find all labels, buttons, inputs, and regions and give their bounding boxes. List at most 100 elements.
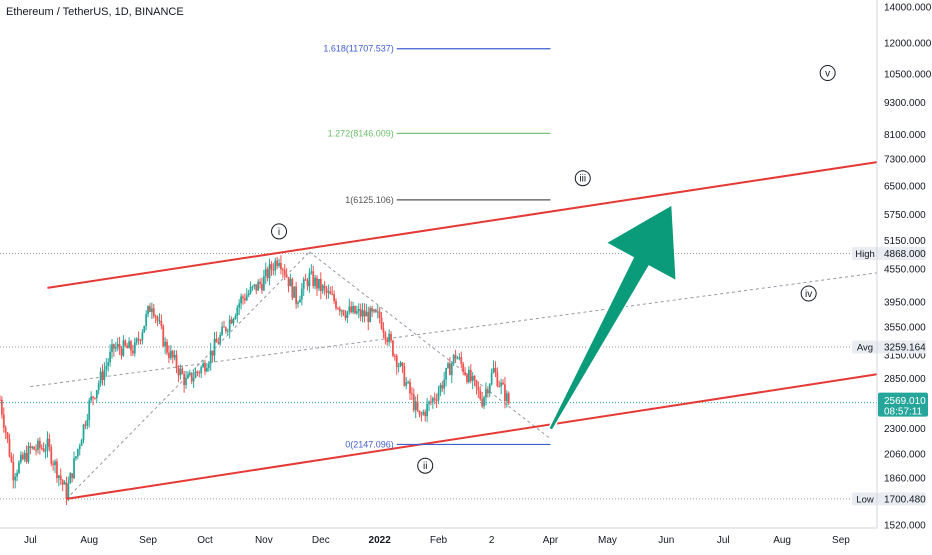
candle-body	[61, 480, 64, 485]
candle-body	[107, 362, 110, 366]
candle-body	[99, 371, 102, 384]
fib-label: 1(6125.106)	[345, 195, 394, 205]
wave-label-circle	[271, 223, 288, 240]
candle-body	[147, 306, 149, 314]
candle-body	[92, 396, 94, 398]
candle-body	[126, 345, 129, 349]
candle-body	[160, 320, 163, 327]
candle-body	[63, 482, 66, 485]
candle-body	[145, 313, 148, 326]
candle-body	[384, 332, 387, 340]
candle-body	[293, 286, 296, 298]
fib-label: 0(2147.096)	[345, 439, 394, 449]
candle-body	[192, 377, 195, 382]
candle-body	[158, 320, 161, 322]
candle-body	[466, 374, 468, 383]
candle-body	[59, 475, 62, 481]
candle-body	[76, 449, 79, 457]
candle-body	[238, 303, 241, 308]
candle-body	[183, 373, 186, 386]
candle-body	[230, 319, 233, 324]
candle-body	[329, 291, 332, 295]
level-tag-bg	[852, 246, 878, 260]
candle-body	[88, 400, 91, 420]
candle-body	[363, 310, 366, 317]
candle-body	[312, 271, 315, 287]
candle-body	[6, 432, 9, 440]
candle-body	[433, 398, 436, 400]
candle-body	[16, 472, 18, 477]
candle-body	[261, 283, 263, 291]
y-tick-label: 6500.000	[884, 181, 926, 192]
candle-body	[350, 306, 353, 313]
candle-body	[270, 264, 273, 270]
candle-body	[141, 332, 144, 341]
candle-body	[439, 384, 442, 393]
candle-body	[105, 365, 108, 370]
candle-body	[505, 393, 508, 402]
candle-body	[441, 384, 444, 389]
candle-body	[213, 338, 216, 356]
candle-body	[114, 346, 117, 349]
candle-body	[128, 341, 130, 349]
candle-body	[302, 279, 305, 289]
channel-line	[47, 161, 878, 289]
candle-body	[188, 372, 191, 375]
candle-body	[8, 439, 11, 457]
candle-body	[243, 298, 246, 301]
y-tick-label: 5750.000	[884, 210, 926, 221]
candle-body	[112, 344, 115, 349]
candle-body	[295, 286, 298, 304]
candle-body	[259, 281, 261, 284]
candle-body	[211, 350, 214, 356]
candle-body	[56, 461, 58, 479]
candle-body	[149, 306, 151, 312]
candle-body	[23, 452, 26, 460]
candle-body	[31, 446, 34, 448]
wave-label-iii: iii	[579, 174, 586, 185]
candle-body	[19, 454, 22, 463]
candle-body	[428, 401, 430, 405]
candle-body	[103, 369, 106, 381]
x-tick-label: 2	[489, 535, 495, 546]
y-tick-label: 8100.000	[884, 130, 926, 141]
candle-body	[4, 427, 7, 433]
candle-body	[357, 308, 360, 312]
candle-body	[54, 461, 56, 466]
candle-body	[137, 338, 140, 341]
candle-body	[422, 411, 425, 415]
candle-body	[223, 326, 225, 328]
candle-body	[262, 276, 265, 291]
level-tag-high: High	[855, 249, 875, 260]
candle-body	[316, 277, 318, 289]
candle-body	[143, 325, 146, 333]
level-tag-avg: Avg	[857, 343, 873, 354]
candle-body	[264, 269, 267, 277]
candle-body	[374, 309, 377, 312]
candle-body	[35, 449, 37, 451]
dashed-trend-line	[309, 251, 551, 440]
candle-body	[454, 354, 457, 359]
candle-body	[283, 269, 286, 275]
candle-body	[502, 382, 504, 385]
candle-body	[221, 326, 223, 335]
candle-body	[257, 281, 260, 291]
level-value-avg: 3259.164	[884, 343, 926, 354]
candle-body	[414, 401, 417, 411]
candle-body	[164, 341, 167, 347]
candle-body	[479, 390, 482, 400]
candle-body	[490, 372, 493, 385]
candle-body	[94, 397, 96, 399]
candle-body	[274, 260, 277, 271]
candle-body	[411, 393, 413, 395]
candle-body	[369, 307, 372, 323]
candle-body	[314, 277, 317, 287]
x-tick-label: Sep	[139, 535, 157, 546]
candle-body	[507, 393, 510, 404]
candle-body	[206, 368, 208, 372]
candle-body	[173, 354, 176, 358]
candle-body	[321, 285, 324, 292]
candle-body	[395, 355, 398, 367]
